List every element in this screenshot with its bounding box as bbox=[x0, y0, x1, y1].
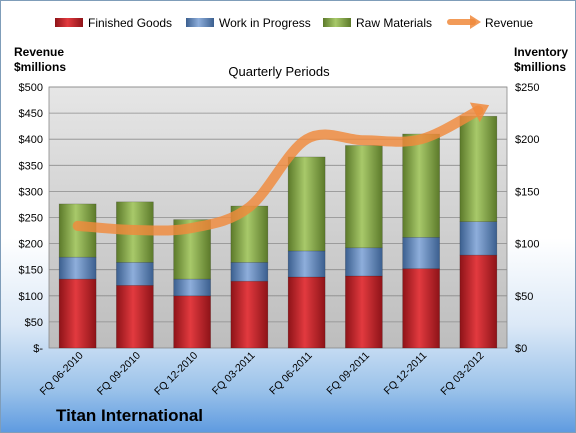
x-tick-label: FQ 09-2010 bbox=[95, 350, 143, 398]
bar-work-in-progress bbox=[287, 250, 326, 278]
left-tick-label: $250 bbox=[19, 213, 43, 225]
legend-item-work-in-progress: Work in Progress bbox=[186, 16, 311, 30]
legend-label-raw-materials: Raw Materials bbox=[356, 16, 432, 30]
left-axis-title-line1: Revenue bbox=[14, 45, 64, 59]
bar-finished-goods bbox=[345, 275, 383, 349]
x-tick-label: FQ 06-2010 bbox=[38, 350, 86, 398]
bar-raw-materials bbox=[287, 156, 326, 252]
x-tick-label: FQ 12-2011 bbox=[382, 350, 430, 398]
bar-work-in-progress bbox=[173, 278, 211, 297]
legend-swatch-finished-goods bbox=[55, 18, 83, 27]
bar-finished-goods bbox=[459, 254, 498, 349]
left-tick-label: $450 bbox=[19, 108, 43, 120]
left-tick-label: $350 bbox=[19, 160, 43, 172]
left-axis-ticks: $- $50 $100 $150 $200 $250 $300 $350 $400 $450 $50… bbox=[19, 82, 44, 355]
bar-raw-materials bbox=[402, 133, 440, 238]
right-tick-label: $50 bbox=[515, 291, 533, 303]
legend-swatch-raw-materials bbox=[323, 18, 351, 27]
bar-finished-goods bbox=[402, 268, 440, 349]
right-axis-title-line2: $millions bbox=[514, 60, 566, 74]
x-tick-label: FQ 03-2011 bbox=[210, 350, 258, 398]
bar-work-in-progress bbox=[116, 262, 154, 286]
bar-work-in-progress bbox=[230, 262, 269, 282]
legend: Finished Goods Work in Progress Raw Mate… bbox=[55, 15, 533, 30]
left-tick-label: $150 bbox=[19, 265, 43, 277]
legend-swatch-work-in-progress bbox=[186, 18, 214, 27]
bar-work-in-progress bbox=[58, 256, 97, 280]
bar-finished-goods bbox=[116, 285, 154, 349]
legend-item-finished-goods: Finished Goods bbox=[55, 16, 172, 30]
left-tick-label: $100 bbox=[19, 291, 43, 303]
legend-label-work-in-progress: Work in Progress bbox=[219, 16, 311, 30]
chart-title: Quarterly Periods bbox=[228, 64, 330, 79]
bar-work-in-progress bbox=[459, 221, 498, 256]
bar-finished-goods bbox=[173, 295, 211, 349]
left-tick-label: $300 bbox=[19, 186, 43, 198]
x-tick-label: FQ 09-2011 bbox=[324, 350, 372, 398]
legend-label-finished-goods: Finished Goods bbox=[88, 16, 172, 30]
left-axis-title-line2: $millions bbox=[14, 60, 66, 74]
company-name: Titan International bbox=[56, 406, 203, 425]
bars bbox=[58, 115, 498, 349]
right-axis-title-line1: Inventory bbox=[514, 45, 568, 59]
x-axis-ticks: FQ 06-2010 FQ 09-2010 FQ 12-2010 FQ 03-2011… bbox=[38, 350, 487, 398]
bar-raw-materials bbox=[459, 115, 498, 222]
left-tick-label: $500 bbox=[19, 82, 43, 94]
left-tick-label: $- bbox=[33, 343, 43, 355]
bar-finished-goods bbox=[58, 278, 97, 349]
revenue-line bbox=[72, 102, 490, 236]
legend-item-revenue: Revenue bbox=[447, 15, 533, 30]
bar-raw-materials bbox=[345, 145, 383, 249]
legend-label-revenue: Revenue bbox=[485, 16, 533, 30]
left-tick-label: $200 bbox=[19, 239, 43, 251]
right-tick-label: $250 bbox=[515, 82, 539, 94]
bar-finished-goods bbox=[230, 280, 269, 349]
x-tick-label: FQ 03-2012 bbox=[438, 350, 486, 398]
revenue-arrowhead bbox=[469, 102, 490, 123]
x-tick-label: FQ 12-2010 bbox=[152, 350, 200, 398]
bar-finished-goods bbox=[287, 276, 326, 349]
right-tick-label: $200 bbox=[515, 134, 539, 146]
legend-item-raw-materials: Raw Materials bbox=[323, 16, 432, 30]
legend-arrowhead-revenue bbox=[470, 15, 481, 29]
left-tick-label: $400 bbox=[19, 134, 43, 146]
revenue-series-line bbox=[72, 105, 484, 236]
right-tick-label: $150 bbox=[515, 186, 539, 198]
left-tick-label: $50 bbox=[25, 317, 43, 329]
x-tick-label: FQ 06-2011 bbox=[267, 350, 315, 398]
right-tick-label: $0 bbox=[515, 343, 527, 355]
right-tick-label: $100 bbox=[515, 239, 539, 251]
bar-work-in-progress bbox=[345, 247, 383, 277]
right-axis-ticks: $0 $50 $100 $150 $200 $250 bbox=[515, 82, 539, 355]
bar-work-in-progress bbox=[402, 237, 440, 269]
